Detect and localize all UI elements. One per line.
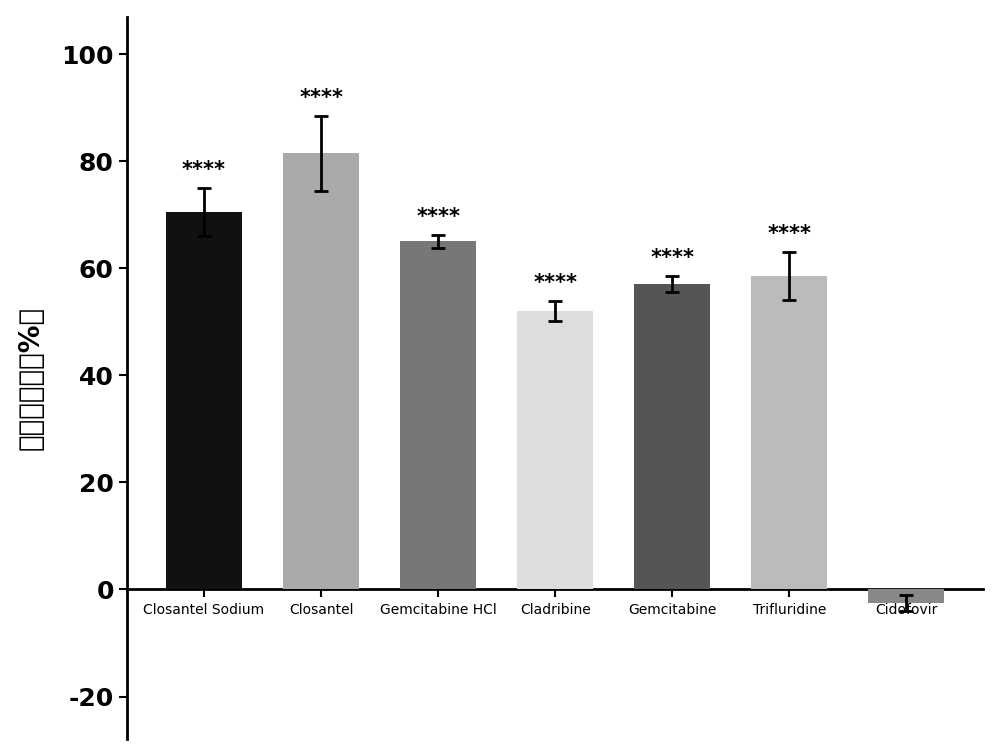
Text: ****: **** (416, 207, 460, 227)
Text: ****: **** (533, 274, 577, 293)
Text: ****: **** (650, 248, 694, 268)
Y-axis label: 抑制百分比（%）: 抑制百分比（%） (17, 306, 45, 450)
Text: ****: **** (767, 225, 811, 244)
Text: ****: **** (299, 88, 343, 107)
Bar (400, 241, 476, 590)
Bar (634, 284, 710, 590)
Bar (868, 590, 944, 603)
Text: ****: **** (182, 160, 226, 180)
Bar (751, 276, 827, 590)
Bar (517, 311, 593, 590)
Bar (283, 153, 359, 590)
Bar (166, 212, 242, 590)
